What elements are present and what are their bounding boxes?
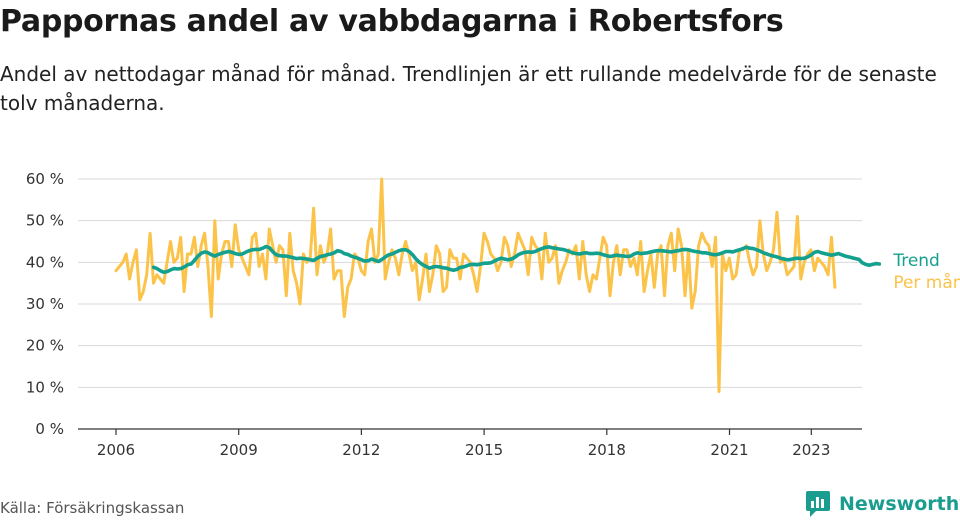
x-tick-label: 2012: [342, 441, 380, 459]
brand-name: Newsworthy: [839, 493, 960, 515]
monthly-label: Per månad: [893, 272, 960, 293]
y-tick-label: 30 %: [26, 295, 64, 313]
grid-lines: [78, 178, 862, 388]
brand-logo[interactable]: Newsworthy: [805, 490, 960, 518]
chart-title: Pappornas andel av vabbdagarna i Roberts…: [0, 4, 784, 39]
y-tick-label: 0 %: [35, 420, 64, 438]
x-tick-label: 2006: [97, 441, 135, 459]
x-tick-label: 2023: [792, 441, 830, 459]
y-tick-label: 40 %: [26, 253, 64, 271]
y-tick-label: 50 %: [26, 212, 64, 230]
monthly-series-line: [114, 177, 837, 393]
y-axis-ticks: 0 % 10 % 20 % 30 % 40 % 50 % 60 %: [26, 170, 64, 438]
y-tick-label: 20 %: [26, 337, 64, 355]
y-tick-label: 10 %: [26, 378, 64, 396]
x-tick-label: 2021: [710, 441, 748, 459]
x-axis-ticks: 2006 2009 2012 2015 2018 2021 2023: [78, 428, 862, 459]
trend-series-line: [151, 244, 882, 275]
series-lines: [114, 177, 882, 393]
source-note: Källa: Försäkringskassan: [0, 499, 185, 517]
x-tick-label: 2009: [220, 441, 258, 459]
chart-subtitle: Andel av nettodagar månad för månad. Tre…: [0, 62, 937, 115]
x-tick-label: 2018: [588, 441, 626, 459]
chart-bubble-icon: [806, 491, 830, 517]
trend-label: Trend: [892, 251, 940, 271]
y-tick-label: 60 %: [26, 170, 64, 188]
x-tick-label: 2015: [465, 441, 503, 459]
